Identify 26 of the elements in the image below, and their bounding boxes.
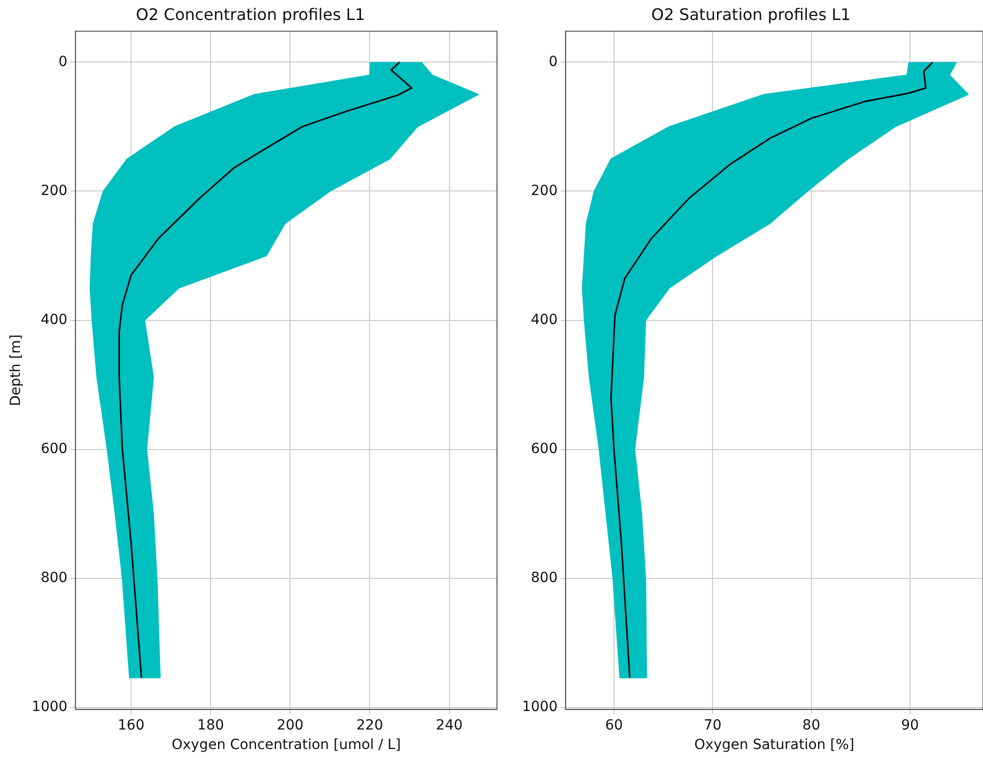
- x-axis-title: Oxygen Saturation [%]: [694, 737, 854, 754]
- x-axis-title: Oxygen Concentration [umol / L]: [172, 737, 401, 754]
- x-tick-label: 60: [605, 717, 623, 734]
- y-axis-title: Depth [m]: [8, 334, 24, 406]
- y-tick-label: 400: [530, 312, 558, 328]
- y-tick-label: 200: [40, 182, 68, 199]
- y-tick-label: 1000: [522, 699, 558, 716]
- y-tick-label: 0: [548, 54, 558, 70]
- y-tick-label: 0: [58, 54, 68, 70]
- y-tick-label: 800: [40, 570, 68, 586]
- chart-title: O2 Saturation profiles L1: [651, 4, 851, 24]
- y-tick-label: 600: [40, 440, 68, 457]
- y-tick-label: 200: [530, 182, 558, 199]
- x-tick-label: 80: [802, 717, 820, 734]
- x-tick-label: 90: [901, 717, 919, 734]
- x-tick-label: 200: [276, 717, 304, 734]
- y-tick-label: 600: [530, 440, 558, 457]
- x-tick-label: 180: [197, 717, 224, 734]
- x-tick-label: 70: [704, 717, 722, 734]
- x-tick-label: 160: [118, 717, 144, 734]
- x-tick-label: 220: [356, 717, 384, 734]
- y-tick-label: 800: [530, 570, 558, 586]
- chart-title: O2 Concentration profiles L1: [136, 4, 366, 24]
- y-tick-label: 400: [40, 312, 68, 328]
- y-tick-label: 1000: [32, 699, 68, 716]
- x-tick-label: 240: [436, 717, 463, 734]
